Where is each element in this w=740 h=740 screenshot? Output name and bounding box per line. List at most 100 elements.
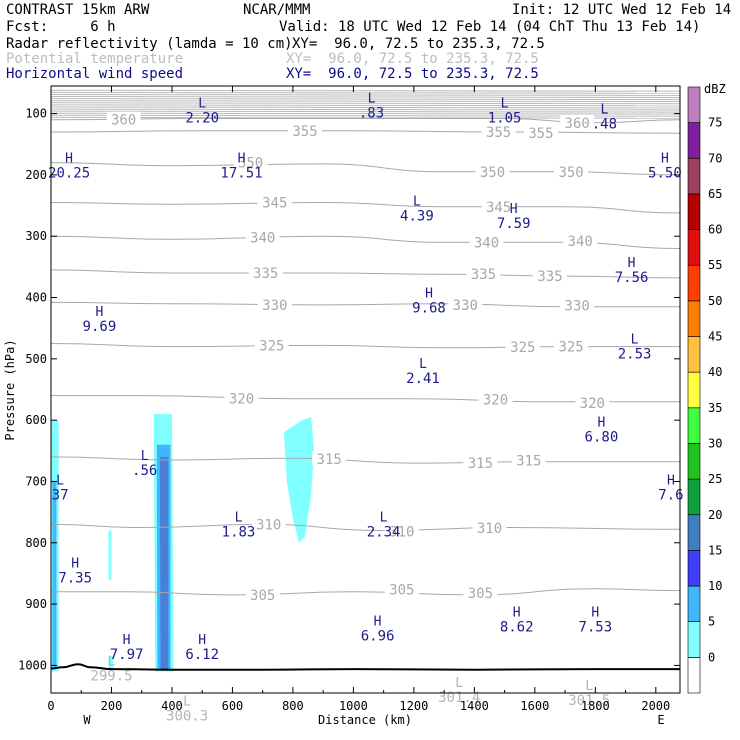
theta-contour-label: 320 — [229, 392, 254, 408]
wind-extremum-value: 6.12 — [185, 647, 219, 663]
theta-contour-label: 305 — [468, 586, 493, 602]
reflectivity-cell — [52, 481, 57, 669]
theta-contour-upper — [50, 98, 681, 101]
theta-contour-label: 320 — [580, 396, 605, 412]
y-tick-label: 600 — [25, 413, 47, 427]
y-tick-label: 800 — [25, 536, 47, 550]
wind-extremum-value: .83 — [359, 106, 384, 122]
colorbar-swatch — [687, 229, 701, 266]
y-tick-label: 700 — [25, 474, 47, 488]
theta-contour-label: 315 — [516, 454, 541, 470]
colorbar-level-label: 10 — [708, 579, 722, 593]
wind-extremum-value: 2.20 — [185, 111, 219, 127]
wind-extremum-value: 1.83 — [222, 524, 256, 540]
theta-label-bg — [554, 338, 589, 354]
colorbar-swatch — [687, 300, 701, 337]
y-axis-label: Pressure (hPa) — [3, 339, 17, 440]
wind-extremum-type: H — [238, 152, 246, 167]
theta-label-bg — [533, 268, 567, 284]
colorbar-level-label: 35 — [708, 401, 722, 415]
theta-label-bg — [475, 163, 510, 179]
x-tick-label: 400 — [161, 699, 183, 713]
theta-label-bg — [478, 391, 513, 407]
theta-contour-line — [50, 456, 680, 464]
wind-extremum-value: 7.35 — [58, 570, 92, 586]
wind-extremum-value: 20.25 — [48, 166, 90, 182]
theta-contour-label: 310 — [256, 517, 281, 533]
theta-label-bg — [463, 455, 498, 471]
theta-label-bg — [254, 337, 289, 353]
theta-label-bg — [463, 585, 498, 601]
wind-extremum-value: 4.39 — [400, 209, 434, 225]
colorbar-level-label: 15 — [708, 543, 722, 557]
x-tick-label: 1400 — [460, 699, 489, 713]
theta-contour-line — [51, 588, 681, 596]
theta-label-bg — [466, 266, 501, 282]
theta-contour-label: 350 — [480, 165, 505, 181]
wind-extremum-type: H — [597, 415, 605, 430]
theta-label-bg — [523, 125, 558, 141]
theta-contour-label: 340 — [250, 230, 275, 246]
theta-contour-upper — [50, 106, 681, 109]
theta-contour-label: 330 — [262, 298, 287, 314]
wind-extrema-layer: L2.20L.83L1.05L.48H20.25H17.51H5.50L4.39… — [48, 92, 684, 663]
x-tick-label: 800 — [282, 699, 304, 713]
theta-label-bg — [448, 296, 483, 312]
theta-contour-label: 305 — [250, 588, 275, 604]
theta-contour-label: 305 — [389, 582, 414, 598]
wind-extremum-value: 5.50 — [648, 166, 682, 182]
theta-label-bg — [554, 163, 589, 179]
y-tick-label: 500 — [25, 352, 47, 366]
theta-contour-upper — [50, 112, 681, 115]
colorbar-swatch — [687, 443, 701, 480]
theta-contour-upper — [50, 110, 681, 113]
theta-label-bg — [575, 395, 610, 410]
theta-extremum-value: 301.4 — [438, 690, 480, 706]
wind-extremum-type: H — [661, 152, 669, 167]
theta-contour-label: 360 — [111, 113, 136, 129]
wind-extremum-type: H — [123, 633, 131, 648]
colorbar-swatch — [687, 550, 701, 587]
theta-extremum-type: L — [108, 654, 116, 669]
wind-extremum-type: L — [631, 333, 639, 348]
wind-extremum-type: H — [198, 633, 206, 648]
colorbar-swatch — [687, 193, 701, 230]
wind-extremum-value: 17.51 — [220, 166, 262, 182]
axes-layer: 0 200 400 600 800 1000 1200 1400 1600 1800 2000 100… — [18, 86, 680, 713]
wind-extremum-value: 8.62 — [500, 619, 534, 635]
colorbar-swatch — [687, 585, 701, 622]
colorbar-level-label: 40 — [708, 365, 722, 379]
wind-extremum-type: H — [667, 474, 675, 489]
theta-label-bg — [248, 265, 283, 280]
theta-label-bg — [469, 234, 504, 250]
theta-label-bg — [245, 586, 280, 602]
x-tick-label: 1200 — [399, 699, 428, 713]
wind-extremum-type: L — [413, 195, 421, 210]
colorbar-level-label: 45 — [708, 330, 722, 344]
theta-contour-label: 355 — [486, 125, 511, 141]
theta-label-bg — [384, 581, 419, 597]
wind-extremum-value: 9.68 — [412, 301, 446, 317]
x-tick-label: 1600 — [520, 699, 549, 713]
wind-extremum-value: 9.69 — [83, 319, 117, 335]
x-tick-label: 0 — [47, 699, 54, 713]
wind-extremum-value: .48 — [592, 117, 617, 133]
colorbar-level-label: 25 — [708, 472, 722, 486]
colorbar-level-label: 5 — [708, 615, 715, 629]
theta-contour-upper — [50, 102, 681, 105]
colorbar-level-label: 20 — [708, 508, 722, 522]
theta-contour-label: 325 — [510, 340, 535, 356]
wind-extremum-type: H — [95, 305, 103, 320]
wind-extremum-value: 2.53 — [618, 347, 652, 363]
colorbar-swatch — [687, 478, 701, 516]
theta-contour-upper — [50, 89, 681, 92]
wind-extremum-value: 6.80 — [585, 429, 619, 445]
field-theta-title: Potential temperature — [6, 51, 184, 67]
wind-extremum-type: H — [374, 615, 382, 630]
colorbar-swatch — [687, 407, 701, 444]
theta-label-bg — [288, 122, 322, 138]
wind-extremum-value: 7.97 — [110, 647, 144, 663]
wind-extremum-value: 7.59 — [497, 216, 531, 232]
wind-extremum-value: 2.34 — [367, 524, 401, 540]
x-end-right: E — [657, 713, 664, 727]
